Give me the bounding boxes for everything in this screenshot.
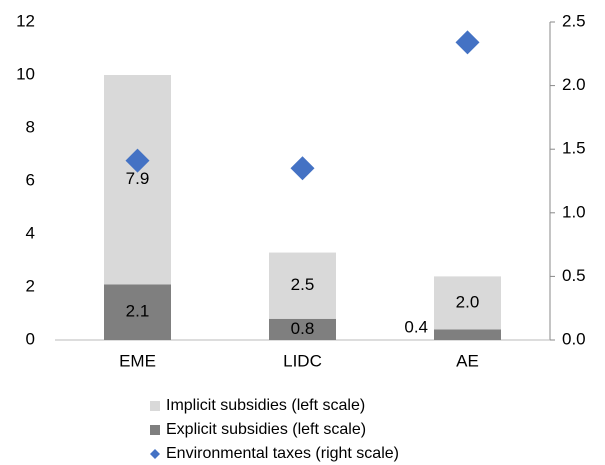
legend-swatch: [150, 401, 160, 411]
marker: [455, 30, 480, 55]
value-label: 7.9: [126, 169, 150, 188]
y-tick-label: 4: [26, 223, 35, 242]
y2-tick-label: 0.5: [562, 266, 586, 285]
y2-tick-label: 2.0: [562, 75, 586, 94]
bar-segment: [104, 75, 171, 285]
x-tick-label: AE: [456, 351, 479, 370]
value-label: 2.5: [291, 275, 315, 294]
x-tick-label: LIDC: [283, 351, 322, 370]
value-label: 2.1: [126, 302, 150, 321]
legend-label: Environmental taxes (right scale): [166, 445, 399, 462]
y-tick-label: 6: [26, 170, 35, 189]
y-tick-label: 12: [16, 11, 35, 30]
value-label: 0.8: [291, 319, 315, 338]
legend-swatch: [150, 425, 160, 435]
value-label: 0.4: [404, 317, 428, 336]
y2-tick-label: 1.0: [562, 202, 586, 221]
y-tick-label: 8: [26, 117, 35, 136]
legend-label: Explicit subsidies (left scale): [166, 421, 366, 438]
y-tick-label: 10: [16, 64, 35, 83]
y-tick-label: 2: [26, 276, 35, 295]
bar-segment: [269, 318, 336, 340]
y2-tick-label: 0.0: [562, 329, 586, 348]
marker: [290, 156, 315, 181]
y-tick-label: 0: [26, 329, 35, 348]
marker: [125, 148, 150, 173]
value-label: 2.0: [456, 292, 480, 311]
y2-tick-label: 2.5: [562, 11, 586, 30]
bar-segment: [434, 276, 501, 330]
bar-segment: [104, 284, 171, 340]
legend-label: Implicit subsidies (left scale): [166, 397, 365, 414]
bar-segment: [434, 329, 501, 340]
x-tick-label: EME: [119, 351, 156, 370]
y2-tick-label: 1.5: [562, 139, 586, 158]
legend-swatch: [150, 449, 160, 459]
bar-segment: [269, 252, 336, 319]
